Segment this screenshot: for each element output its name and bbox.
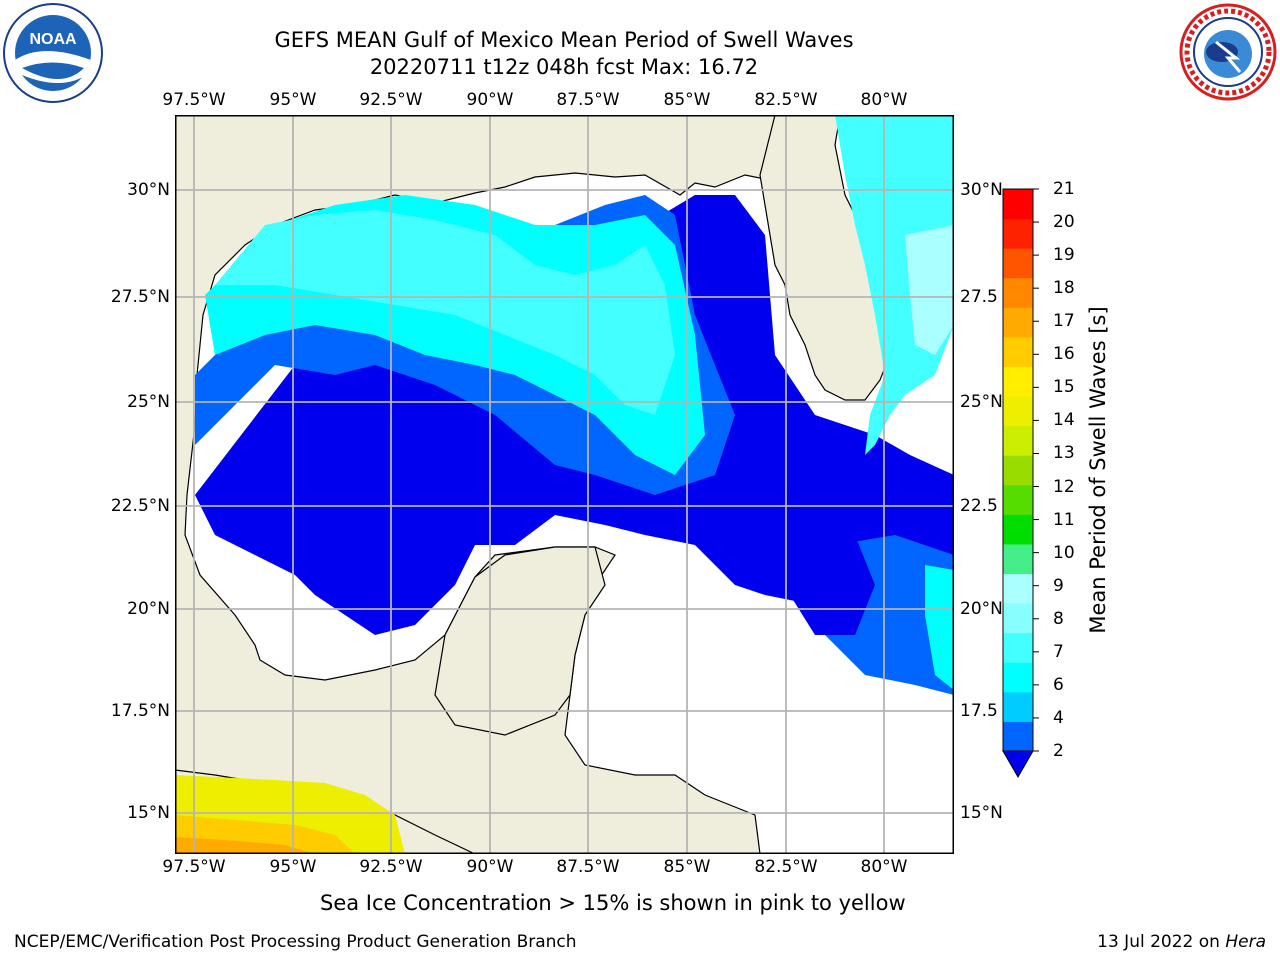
colorbar-swatch (1003, 484, 1033, 515)
colorbar-swatch (1003, 307, 1033, 338)
lat-label-left: 30°N (127, 180, 170, 200)
colorbar-swatch (1003, 396, 1033, 427)
colorbar-tick-label: 10 (1053, 542, 1075, 563)
lon-label-bottom: 82.5°W (754, 857, 818, 877)
colorbar-swatch (1003, 543, 1033, 575)
colorbar-tick-label: 11 (1053, 509, 1075, 530)
chart-subtitle: 20220711 t12z 048h fcst Max: 16.72 (369, 55, 759, 79)
colorbar-swatch (1003, 455, 1033, 486)
colorbar-tick-label: 21 (1053, 179, 1075, 199)
chart-title: GEFS MEAN Gulf of Mexico Mean Period of … (274, 28, 854, 52)
colorbar-tick-label: 6 (1053, 674, 1064, 695)
lat-label-left: 25°N (127, 392, 170, 412)
colorbar-tick-label: 18 (1053, 278, 1075, 299)
lon-label-bottom: 80°W (860, 857, 908, 877)
colorbar-tick-label: 17 (1053, 311, 1075, 332)
lon-label-top: 85°W (663, 90, 711, 110)
colorbar-tick-label: 8 (1053, 608, 1064, 629)
colorbar-tick-label: 2 (1053, 741, 1064, 761)
lon-label-bottom: 85°W (663, 857, 711, 877)
colorbar-label: Mean Period of Swell Waves [s] (1086, 306, 1110, 634)
footer-credit: NCEP/EMC/Verification Post Processing Pr… (14, 932, 577, 952)
lat-label-left: 22.5°N (110, 496, 170, 516)
colorbar-swatch (1003, 218, 1033, 249)
lat-label-right: 20°N (960, 599, 1003, 619)
lon-label-bottom: 87.5°W (556, 857, 620, 877)
field-deep-orange (175, 837, 315, 854)
colorbar-tick-label: 20 (1053, 212, 1075, 233)
lat-label-right: 27.5 (960, 287, 998, 307)
map-canvas (174, 114, 955, 855)
colorbar-tick-label: 4 (1053, 707, 1064, 728)
lon-label-bottom: 92.5°W (359, 857, 423, 877)
colorbar-tick-label: 16 (1053, 344, 1075, 365)
graticule (175, 115, 954, 854)
field-east-pale (905, 225, 954, 355)
colorbar-under-arrow (1002, 750, 1034, 779)
colorbar-tick-label: 13 (1053, 443, 1075, 464)
colorbar-swatch (1003, 514, 1033, 545)
lon-label-top: 80°W (860, 90, 908, 110)
footer-date-text: 13 Jul 2022 on (1097, 932, 1226, 952)
map-panel (174, 114, 955, 858)
colorbar-swatch (1003, 662, 1033, 693)
nws-logo (1178, 2, 1278, 102)
colorbar-tick-label: 9 (1053, 575, 1064, 596)
colorbar-tick-label: 12 (1053, 476, 1075, 497)
colorbar-svg (1002, 188, 1039, 779)
field-east-cyan (835, 115, 954, 455)
colorbar-swatch (1003, 603, 1033, 634)
colorbar-swatch (1003, 366, 1033, 397)
lon-label-top: 87.5°W (556, 90, 620, 110)
lat-label-right: 30°N (960, 180, 1003, 200)
lat-label-right: 17.5 (960, 701, 998, 721)
lon-label-top: 95°W (269, 90, 317, 110)
colorbar-swatch (1003, 336, 1033, 367)
lat-label-right: 25°N (960, 392, 1003, 412)
lon-label-top: 82.5°W (754, 90, 818, 110)
lat-label-left: 15°N (127, 803, 170, 823)
lon-label-bottom: 97.5°W (162, 857, 226, 877)
footer-date: 13 Jul 2022 on Hera (1097, 932, 1266, 952)
map-frame (175, 115, 954, 854)
colorbar-tick-label: 7 (1053, 641, 1064, 662)
lon-label-top: 92.5°W (359, 90, 423, 110)
colorbar-tick-label: 19 (1053, 245, 1075, 266)
colorbar-swatch (1003, 721, 1033, 752)
lon-label-bottom: 90°W (466, 857, 514, 877)
colorbar (1000, 185, 1040, 789)
colorbar-swatch (1003, 248, 1033, 279)
colorbar-swatch (1003, 277, 1033, 308)
land-yucatan (434, 546, 606, 736)
field-caribbean-cyan (925, 565, 954, 690)
colorbar-tick-label: 14 (1053, 410, 1075, 431)
lat-label-left: 27.5°N (110, 287, 170, 307)
colorbar-swatch (1003, 691, 1033, 722)
colorbar-tick-label: 15 (1053, 377, 1075, 398)
lon-label-bottom: 95°W (269, 857, 317, 877)
footer-host: Hera (1225, 932, 1266, 952)
colorbar-swatch (1003, 632, 1033, 663)
noaa-logo: NOAA (2, 2, 104, 104)
lat-label-right: 15°N (960, 803, 1003, 823)
lat-label-right: 22.5 (960, 496, 998, 516)
lon-label-top: 97.5°W (162, 90, 226, 110)
colorbar-swatch (1003, 425, 1033, 456)
colorbar-swatch (1003, 189, 1033, 220)
noaa-logo-text: NOAA (29, 31, 77, 48)
colorbar-swatch (1003, 573, 1033, 604)
field-light-cyan (215, 210, 675, 415)
lat-label-left: 20°N (127, 599, 170, 619)
field-caribbean-dark (790, 535, 875, 635)
sea-ice-note: Sea Ice Concentration > 15% is shown in … (320, 891, 906, 915)
lat-label-left: 17.5°N (110, 701, 170, 721)
lon-label-top: 90°W (466, 90, 514, 110)
